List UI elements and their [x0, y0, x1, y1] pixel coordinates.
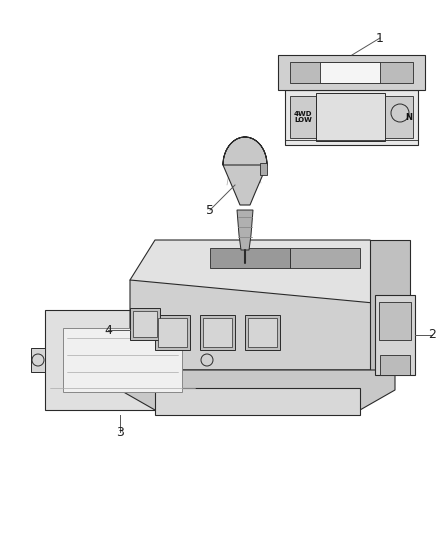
Polygon shape	[380, 355, 410, 375]
Polygon shape	[133, 311, 157, 337]
Polygon shape	[203, 318, 232, 347]
Polygon shape	[278, 55, 425, 90]
Polygon shape	[155, 388, 360, 415]
Polygon shape	[285, 90, 418, 145]
Polygon shape	[200, 315, 235, 350]
Text: 1: 1	[376, 31, 384, 44]
Polygon shape	[290, 96, 316, 138]
Polygon shape	[31, 348, 45, 372]
Polygon shape	[290, 248, 360, 268]
Polygon shape	[120, 370, 395, 410]
Polygon shape	[130, 280, 395, 370]
Text: 4: 4	[104, 324, 112, 336]
Polygon shape	[223, 137, 267, 205]
Polygon shape	[158, 318, 187, 347]
Polygon shape	[290, 62, 413, 83]
Text: 3: 3	[116, 425, 124, 439]
Polygon shape	[375, 295, 415, 375]
Polygon shape	[248, 318, 277, 347]
Polygon shape	[237, 210, 253, 250]
Polygon shape	[260, 163, 267, 175]
Text: 5: 5	[206, 204, 214, 216]
Text: 2: 2	[428, 328, 436, 342]
Polygon shape	[379, 302, 411, 340]
Polygon shape	[320, 62, 380, 83]
Text: N: N	[406, 112, 413, 122]
Polygon shape	[316, 93, 385, 141]
Polygon shape	[200, 348, 214, 372]
Polygon shape	[130, 240, 395, 305]
Polygon shape	[210, 248, 290, 268]
Polygon shape	[245, 315, 280, 350]
Polygon shape	[370, 240, 410, 370]
Polygon shape	[385, 96, 413, 138]
Polygon shape	[45, 310, 200, 410]
Polygon shape	[130, 308, 160, 340]
Polygon shape	[63, 328, 182, 392]
Text: 4WD
LOW: 4WD LOW	[294, 110, 312, 124]
Polygon shape	[155, 315, 190, 350]
